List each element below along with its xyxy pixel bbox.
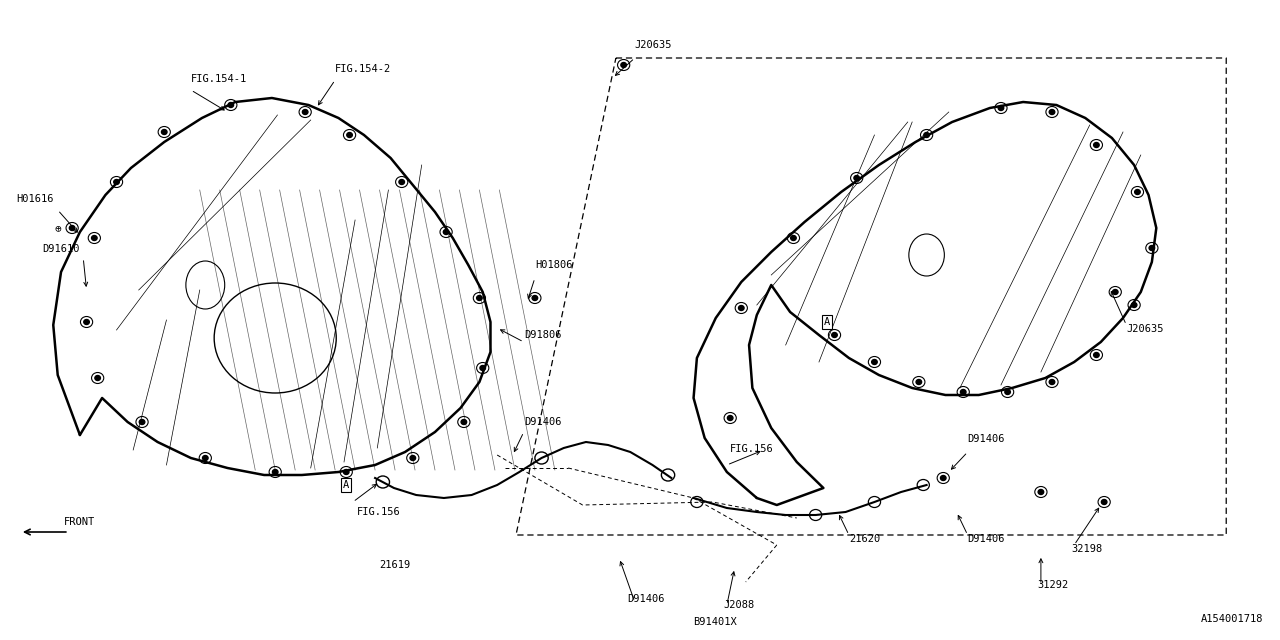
Text: J20635: J20635 <box>1126 324 1164 334</box>
Circle shape <box>960 390 966 394</box>
Text: 32198: 32198 <box>1071 544 1102 554</box>
Circle shape <box>69 225 76 230</box>
Circle shape <box>1132 303 1137 307</box>
Circle shape <box>1093 143 1100 147</box>
Circle shape <box>1101 499 1107 504</box>
Text: A: A <box>823 317 829 327</box>
Text: FIG.154-1: FIG.154-1 <box>191 74 247 84</box>
Circle shape <box>302 109 308 115</box>
Text: A154001718: A154001718 <box>1201 614 1263 624</box>
Circle shape <box>1050 109 1055 115</box>
Text: D91406: D91406 <box>968 534 1005 544</box>
Circle shape <box>1093 353 1100 358</box>
Circle shape <box>916 380 922 385</box>
Text: ⊕: ⊕ <box>54 223 61 233</box>
Circle shape <box>1112 289 1117 294</box>
Circle shape <box>343 470 349 474</box>
Circle shape <box>832 333 837 337</box>
Circle shape <box>228 102 233 108</box>
Circle shape <box>998 106 1004 111</box>
Circle shape <box>532 296 538 301</box>
Circle shape <box>791 236 796 241</box>
Circle shape <box>727 415 733 420</box>
Circle shape <box>854 175 859 180</box>
Circle shape <box>273 470 278 474</box>
Circle shape <box>140 419 145 424</box>
Circle shape <box>83 319 90 324</box>
Text: D91406: D91406 <box>968 434 1005 444</box>
Circle shape <box>347 132 352 138</box>
Circle shape <box>872 360 877 365</box>
Circle shape <box>161 129 166 134</box>
Circle shape <box>95 376 100 381</box>
Circle shape <box>399 179 404 184</box>
Text: B91401X: B91401X <box>694 617 737 627</box>
Circle shape <box>924 132 929 138</box>
Text: FIG.156: FIG.156 <box>357 507 401 517</box>
Text: H01806: H01806 <box>535 260 572 270</box>
Circle shape <box>114 179 119 184</box>
Circle shape <box>443 230 449 234</box>
Text: D91610: D91610 <box>42 244 79 254</box>
Text: 21619: 21619 <box>379 560 411 570</box>
Text: FRONT: FRONT <box>64 517 96 527</box>
Text: D91406: D91406 <box>627 594 664 604</box>
Text: J2088: J2088 <box>723 600 755 610</box>
Text: FIG.156: FIG.156 <box>730 444 774 454</box>
Text: D91806: D91806 <box>524 330 561 340</box>
Text: H01616: H01616 <box>17 194 54 204</box>
Circle shape <box>941 476 946 481</box>
Circle shape <box>476 296 483 301</box>
Circle shape <box>1050 380 1055 385</box>
Circle shape <box>461 419 467 424</box>
Text: D91406: D91406 <box>524 417 561 427</box>
Circle shape <box>1149 246 1155 250</box>
Circle shape <box>1134 189 1140 195</box>
Circle shape <box>202 456 209 461</box>
Text: FIG.154-2: FIG.154-2 <box>335 64 392 74</box>
Circle shape <box>92 236 97 241</box>
Circle shape <box>1038 490 1043 495</box>
Text: J20635: J20635 <box>635 40 672 50</box>
Circle shape <box>410 456 416 461</box>
Circle shape <box>1005 390 1010 394</box>
Text: A: A <box>343 480 349 490</box>
Circle shape <box>621 63 626 67</box>
Text: 21620: 21620 <box>849 534 881 544</box>
Text: 31292: 31292 <box>1038 580 1069 590</box>
Circle shape <box>480 365 485 371</box>
Circle shape <box>739 305 744 310</box>
